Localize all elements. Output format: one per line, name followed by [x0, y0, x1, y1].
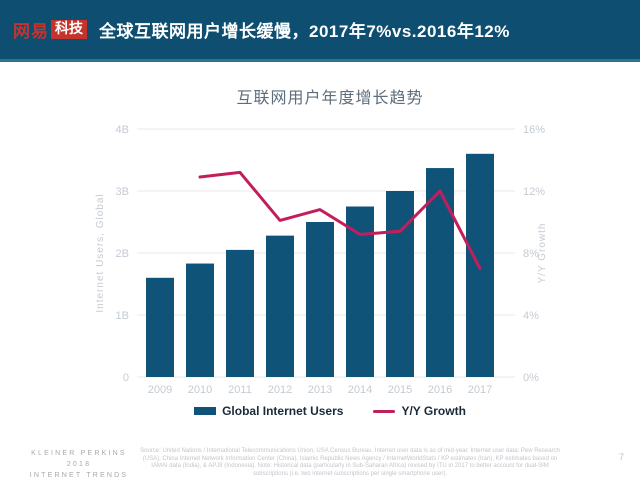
- x-axis-label-2011: 2011: [228, 384, 252, 396]
- left-axis-tick: 2B: [116, 248, 129, 260]
- slide-headline: 全球互联网用户增长缓慢，2017年7%vs.2016年12%: [99, 22, 510, 41]
- left-axis-title: Internet Users, Global: [95, 193, 106, 312]
- logo-sub-badge: 科技: [51, 20, 87, 39]
- chart-legend: Global Internet Users Y/Y Growth: [100, 404, 560, 418]
- x-axis-label-2017: 2017: [468, 384, 492, 396]
- chart-title: 互联网用户年度增长趋势: [236, 90, 424, 107]
- legend-bar-swatch: [194, 407, 217, 415]
- right-axis-title: Y/Y Growth: [537, 223, 548, 284]
- bar-2013: [306, 222, 334, 377]
- legend-item-bars: Global Internet Users: [194, 404, 343, 418]
- x-axis-label-2010: 2010: [188, 384, 212, 396]
- right-axis-tick: 12%: [523, 186, 545, 198]
- x-axis-label-2013: 2013: [308, 384, 332, 396]
- legend-item-line: Y/Y Growth: [373, 404, 466, 418]
- bar-2015: [386, 191, 414, 377]
- header-banner: 网易 科技 全球互联网用户增长缓慢，2017年7%vs.2016年12%: [0, 0, 640, 62]
- kleiner-perkins-brand: KLEINER PERKINS 2018 INTERNET TRENDS: [14, 449, 144, 482]
- x-axis-label-2009: 2009: [148, 384, 172, 396]
- right-axis-tick: 4%: [523, 310, 539, 322]
- left-axis-tick: 0: [123, 372, 129, 384]
- bar-2012: [266, 235, 294, 377]
- growth-line: [198, 170, 482, 270]
- logo-brand-text: 网易: [13, 22, 49, 41]
- bar-2010: [186, 263, 214, 377]
- x-axis-label-2016: 2016: [428, 384, 452, 396]
- x-axis-label-2012: 2012: [268, 384, 292, 396]
- legend-line-swatch: [373, 409, 396, 413]
- legend-line-label: Y/Y Growth: [401, 404, 466, 418]
- x-axis-label-2015: 2015: [388, 384, 412, 396]
- left-axis-tick: 4B: [116, 124, 129, 136]
- x-axis-label-2014: 2014: [348, 384, 372, 396]
- brand-line-2: 2018: [66, 460, 92, 468]
- source-note: Source: United Nations / International T…: [140, 448, 560, 478]
- bar-2014: [346, 206, 374, 377]
- brand-line-3: INTERNET TRENDS: [29, 471, 129, 479]
- chart-canvas: 0 1B 2B 3B 4B 0% 4% 8% 12% 16% 2009 2010 2011 2012 201…: [95, 124, 548, 396]
- brand-line-1: KLEINER PERKINS: [31, 450, 127, 457]
- right-axis-tick: 0%: [523, 372, 539, 384]
- left-axis-tick: 1B: [116, 310, 129, 322]
- page-number: 7: [618, 452, 624, 462]
- bar-2016: [426, 168, 454, 377]
- legend-bar-label: Global Internet Users: [222, 404, 344, 418]
- growth-chart: 0 1B 2B 3B 4B 0% 4% 8% 12% 16% 2009 2010 2011 2012 201…: [95, 118, 555, 408]
- right-axis-tick: 8%: [523, 248, 539, 260]
- left-axis-tick: 3B: [116, 186, 129, 198]
- bar-2011: [226, 249, 254, 377]
- netease-tech-logo: 网易 科技: [13, 17, 87, 42]
- bar-2009: [146, 277, 174, 377]
- right-axis-tick: 16%: [523, 124, 545, 136]
